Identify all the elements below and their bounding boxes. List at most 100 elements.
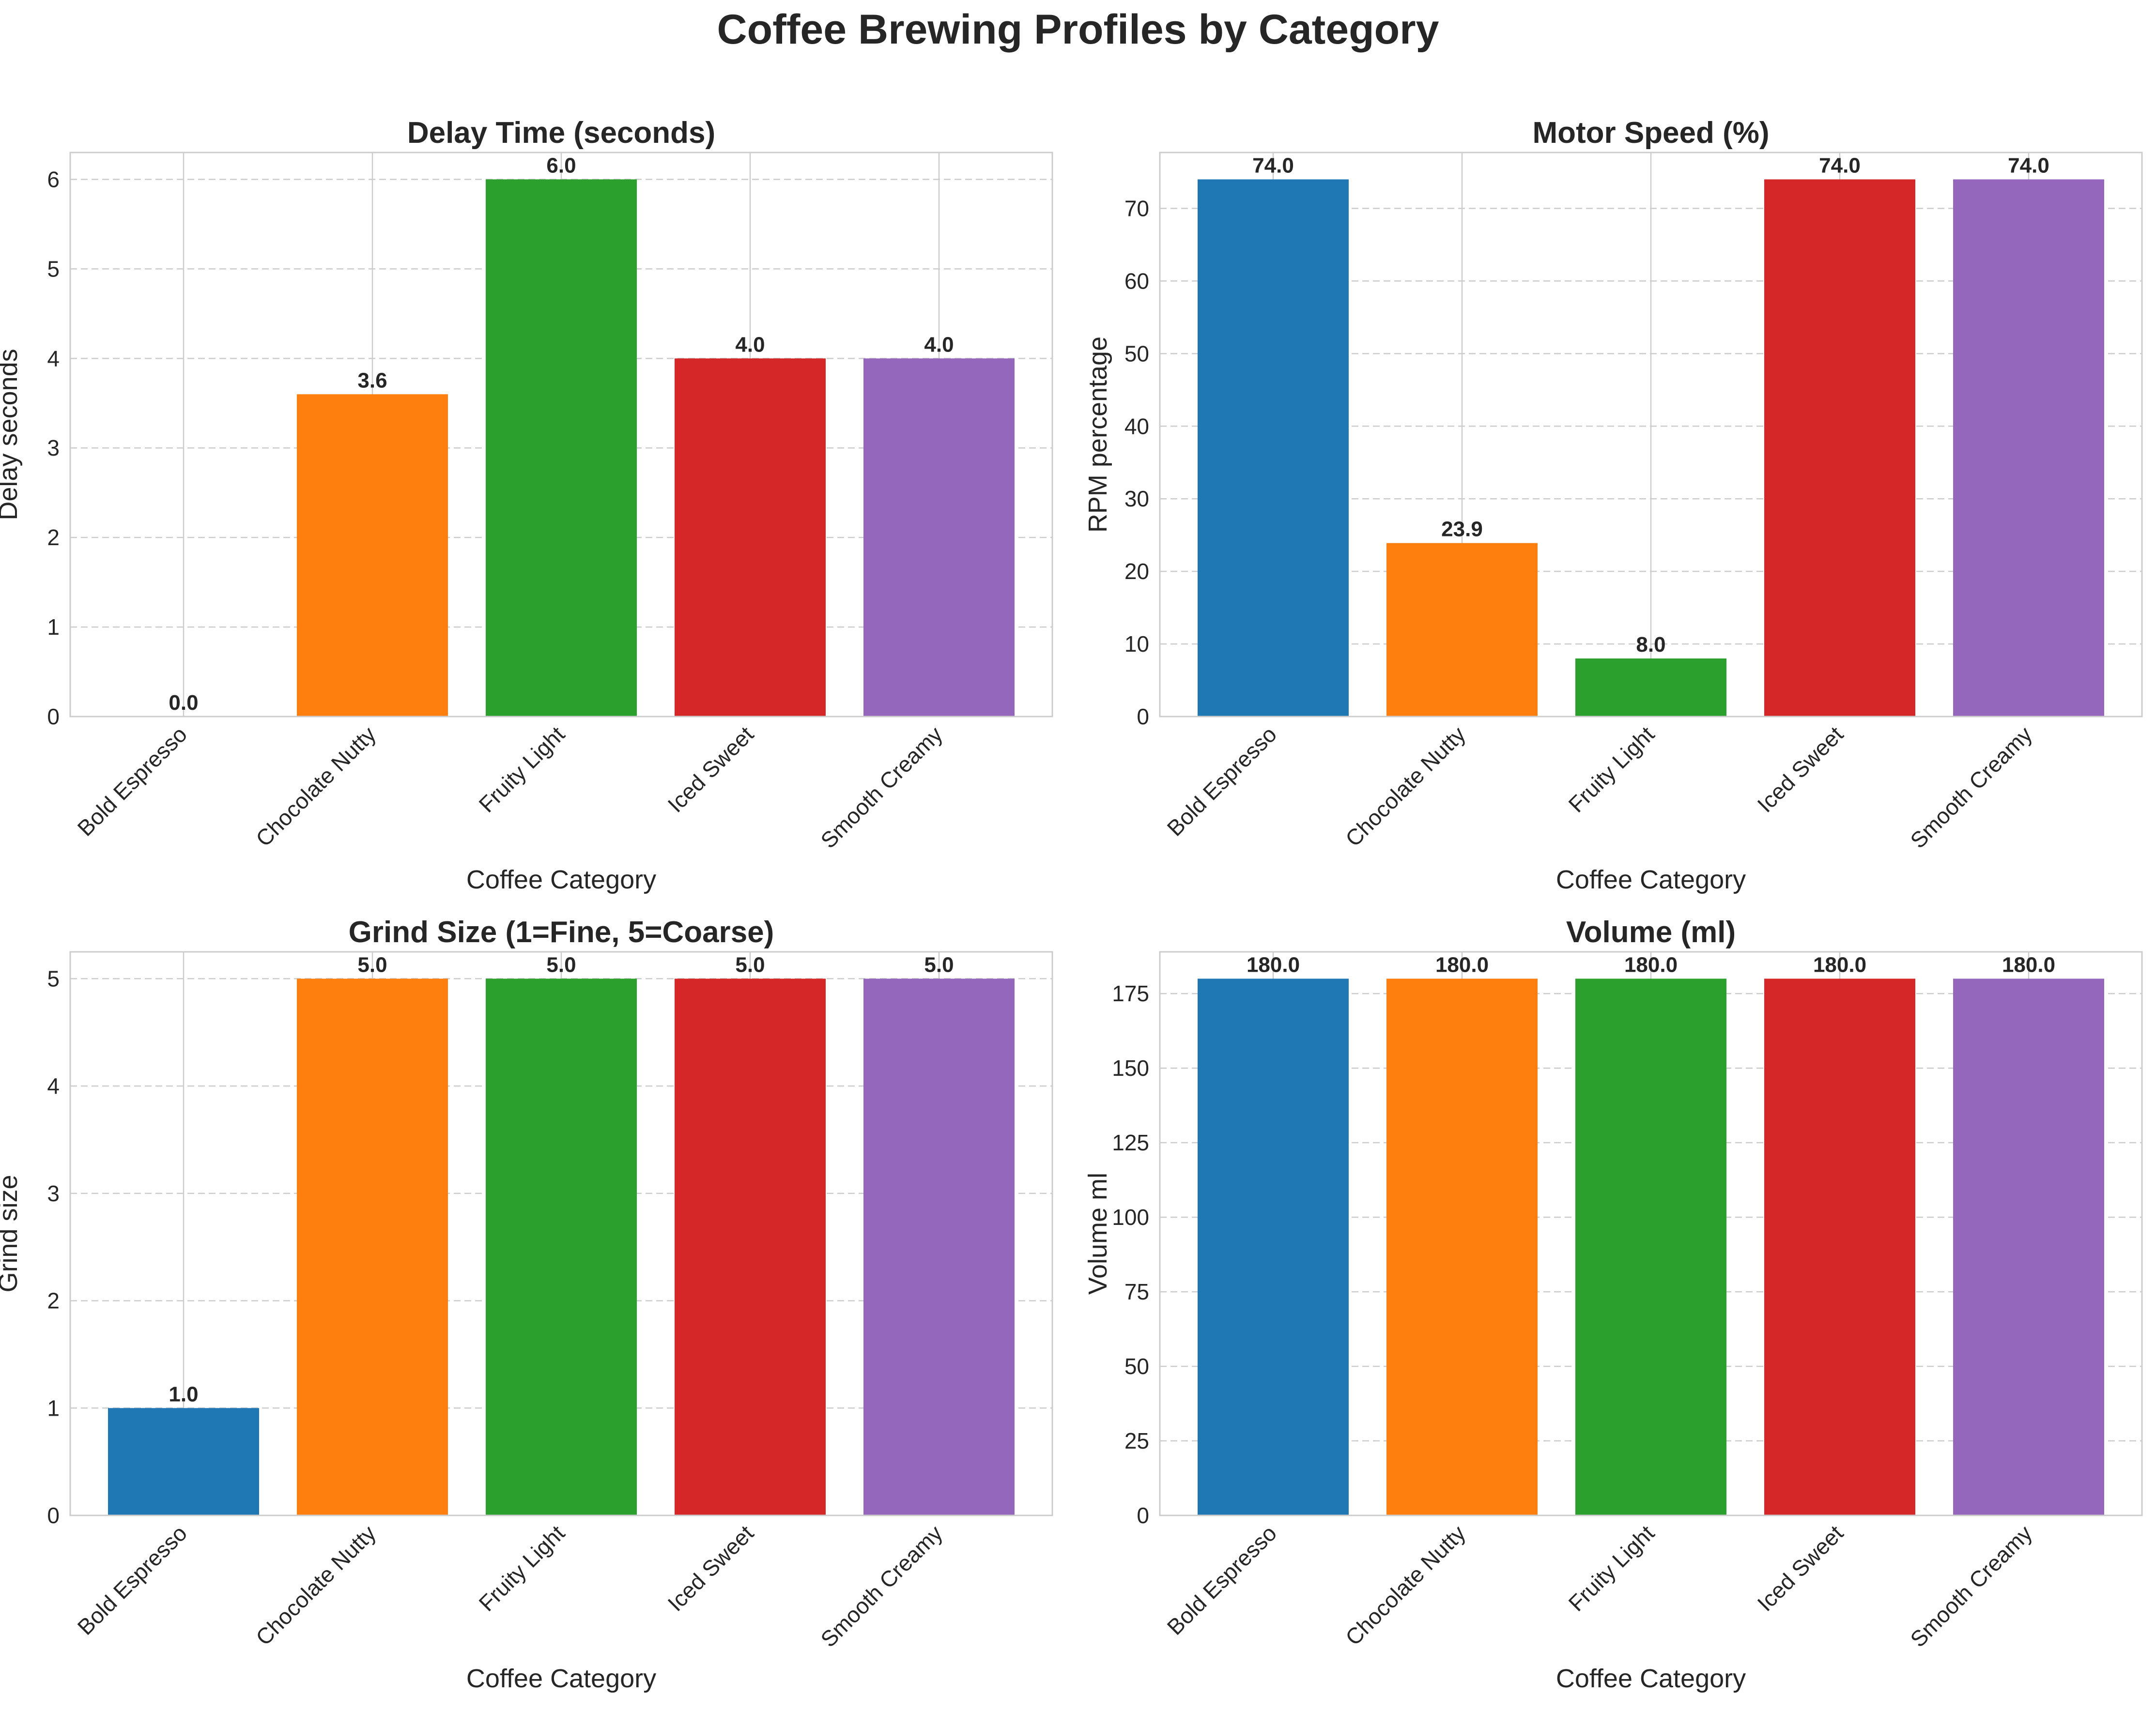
axes-frame xyxy=(69,951,1053,1516)
x-tick-label: Smooth Creamy xyxy=(816,721,947,853)
bar-value-label: 4.0 xyxy=(735,333,765,356)
x-tick-label: Bold Espresso xyxy=(73,721,192,841)
bar-value-label: 3.6 xyxy=(357,368,387,392)
y-tick-label: 0 xyxy=(1137,1503,1149,1528)
bar-value-label: 5.0 xyxy=(357,953,387,977)
x-tick-label: Iced Sweet xyxy=(662,1520,758,1616)
y-tick-label: 40 xyxy=(1124,413,1149,439)
bar xyxy=(486,978,637,1515)
bar-value-label: 5.0 xyxy=(924,953,954,977)
y-tick-label: 30 xyxy=(1124,486,1149,511)
x-tick-label: Chocolate Nutty xyxy=(251,1520,381,1650)
axes-frame xyxy=(1159,152,2143,718)
bar xyxy=(675,358,826,717)
bar xyxy=(1198,978,1349,1515)
y-tick-label: 10 xyxy=(1124,631,1149,657)
subplot-title: Volume (ml) xyxy=(1566,916,1736,949)
bar-value-label: 180.0 xyxy=(1247,953,1300,977)
y-tick-label: 100 xyxy=(1112,1205,1149,1230)
bar xyxy=(297,394,448,717)
subplot-title: Grind Size (1=Fine, 5=Coarse) xyxy=(349,916,774,949)
x-tick-label: Bold Espresso xyxy=(73,1520,192,1640)
bar xyxy=(1764,179,1915,717)
y-axis-label: Delay seconds xyxy=(0,349,23,520)
x-tick-label: Iced Sweet xyxy=(1752,1520,1848,1616)
bar-value-label: 180.0 xyxy=(2002,953,2055,977)
y-tick-label: 20 xyxy=(1124,559,1149,584)
x-axis-label: Coffee Category xyxy=(1556,1664,1746,1693)
bar-value-label: 1.0 xyxy=(169,1382,198,1406)
y-tick-label: 4 xyxy=(47,1073,60,1099)
bar xyxy=(863,358,1015,717)
bar-value-label: 180.0 xyxy=(1813,953,1866,977)
y-tick-label: 2 xyxy=(47,1288,60,1314)
y-tick-label: 1 xyxy=(47,614,60,640)
y-tick-label: 125 xyxy=(1112,1130,1149,1155)
y-tick-label: 3 xyxy=(47,1181,60,1206)
x-tick-label: Smooth Creamy xyxy=(1905,721,2037,853)
bar xyxy=(1198,179,1349,717)
x-axis-label: Coffee Category xyxy=(466,865,656,894)
subplot-title: Delay Time (seconds) xyxy=(407,116,715,150)
bar xyxy=(1386,543,1538,717)
bar xyxy=(1953,978,2104,1515)
x-tick-label: Smooth Creamy xyxy=(816,1520,947,1652)
y-tick-label: 50 xyxy=(1124,341,1149,366)
bar xyxy=(863,978,1015,1515)
y-tick-label: 5 xyxy=(47,966,60,991)
y-tick-label: 5 xyxy=(47,256,60,281)
y-tick-label: 75 xyxy=(1124,1279,1149,1304)
bar-value-label: 8.0 xyxy=(1636,633,1665,657)
bar xyxy=(486,179,637,717)
y-axis-label: Volume ml xyxy=(1083,1173,1112,1295)
y-tick-label: 25 xyxy=(1124,1428,1149,1453)
y-tick-label: 150 xyxy=(1112,1055,1149,1081)
bar xyxy=(1575,658,1726,717)
bar-value-label: 74.0 xyxy=(2008,153,2049,177)
bar xyxy=(1386,978,1538,1515)
y-tick-label: 60 xyxy=(1124,268,1149,293)
axes-frame xyxy=(69,152,1053,718)
y-tick-label: 70 xyxy=(1124,196,1149,221)
y-tick-label: 3 xyxy=(47,435,60,460)
y-tick-label: 0 xyxy=(47,704,60,729)
bar-value-label: 74.0 xyxy=(1252,153,1294,177)
bar-value-label: 74.0 xyxy=(1819,153,1861,177)
y-axis-label: RPM percentage xyxy=(1083,336,1112,533)
x-axis-label: Coffee Category xyxy=(1556,865,1746,894)
bar-value-label: 5.0 xyxy=(546,953,576,977)
x-tick-label: Fruity Light xyxy=(474,1520,570,1616)
figure-title: Coffee Brewing Profiles by Category xyxy=(717,6,1439,53)
x-tick-label: Fruity Light xyxy=(1563,721,1659,817)
axes-frame xyxy=(1159,951,2143,1516)
y-tick-label: 175 xyxy=(1112,981,1149,1006)
bar-value-label: 4.0 xyxy=(924,333,954,356)
bar xyxy=(1575,978,1726,1515)
y-tick-label: 2 xyxy=(47,525,60,550)
x-tick-label: Chocolate Nutty xyxy=(1340,721,1470,851)
bar-value-label: 180.0 xyxy=(1624,953,1678,977)
x-tick-label: Smooth Creamy xyxy=(1905,1520,2037,1652)
bar-value-label: 0.0 xyxy=(169,691,198,715)
bar-value-label: 6.0 xyxy=(546,153,576,177)
x-tick-label: Iced Sweet xyxy=(662,721,758,817)
bar-value-label: 23.9 xyxy=(1441,518,1483,541)
y-tick-label: 1 xyxy=(47,1395,60,1421)
y-tick-label: 0 xyxy=(47,1503,60,1528)
y-axis-label: Grind size xyxy=(0,1175,23,1292)
x-tick-label: Chocolate Nutty xyxy=(1340,1520,1470,1650)
y-tick-label: 0 xyxy=(1137,704,1149,729)
bar-value-label: 180.0 xyxy=(1435,953,1489,977)
x-tick-label: Iced Sweet xyxy=(1752,721,1848,817)
bar xyxy=(1953,179,2104,717)
bar xyxy=(297,978,448,1515)
y-tick-label: 6 xyxy=(47,167,60,192)
y-tick-label: 50 xyxy=(1124,1354,1149,1379)
x-tick-label: Chocolate Nutty xyxy=(251,721,381,851)
bar xyxy=(1764,978,1915,1515)
x-tick-label: Fruity Light xyxy=(1563,1520,1659,1616)
x-axis-label: Coffee Category xyxy=(466,1664,656,1693)
y-tick-label: 4 xyxy=(47,346,60,371)
x-tick-label: Bold Espresso xyxy=(1162,721,1282,841)
